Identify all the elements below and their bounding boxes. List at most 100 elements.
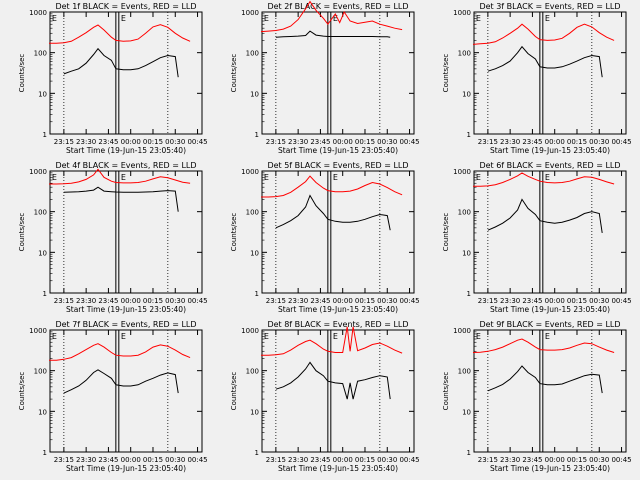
series-events-black (63, 47, 179, 78)
series-lld-red (472, 23, 615, 45)
y-tick-label: 100 (246, 50, 259, 58)
x-tick-label: 00:00 (121, 297, 141, 305)
plot-frame (49, 11, 203, 135)
series-events-black (275, 194, 391, 231)
y-axis-label: Counts/sec (18, 372, 26, 411)
series-lld-red (49, 343, 191, 361)
x-tick-label: 00:45 (399, 456, 419, 464)
x-tick-label: 00:00 (333, 138, 353, 146)
interval-box (539, 329, 544, 453)
x-tick-label: 00:30 (589, 456, 609, 464)
marker-label: E (333, 173, 338, 182)
x-axis-label: Start Time (19-Jun-15 23:05:40) (278, 464, 398, 473)
y-tick-label: 1000 (29, 327, 47, 335)
series-events-black (63, 186, 179, 212)
series-events-black (487, 45, 603, 78)
panel-title: Det 9f BLACK = Events, RED = LLD (479, 320, 620, 329)
series-lld-red (260, 0, 403, 33)
x-axis-label: Start Time (19-Jun-15 23:05:40) (490, 305, 610, 314)
series-lld-red (261, 175, 403, 198)
x-tick-label: 00:15 (567, 138, 587, 146)
series-events-black (275, 361, 391, 400)
x-axis-label: Start Time (19-Jun-15 23:05:40) (278, 305, 398, 314)
x-tick-label: 00:15 (567, 456, 587, 464)
x-tick-label: 00:00 (121, 456, 141, 464)
x-tick-label: 00:30 (377, 297, 397, 305)
x-tick-label: 00:15 (355, 456, 375, 464)
x-tick-label: 00:00 (545, 456, 565, 464)
series-lld-red (261, 326, 403, 356)
y-tick-label: 1000 (453, 168, 471, 176)
x-tick-label: 23:30 (76, 297, 96, 305)
plot-frame (473, 170, 627, 294)
x-tick-label: 00:30 (165, 138, 185, 146)
x-tick-label: 00:45 (399, 297, 419, 305)
y-axis-label: Counts/sec (230, 54, 238, 93)
series-events-black (487, 365, 603, 394)
x-tick-label: 23:30 (288, 456, 308, 464)
y-tick-label: 1 (255, 131, 259, 139)
y-axis-label: Counts/sec (442, 213, 450, 252)
x-axis-label: Start Time (19-Jun-15 23:05:40) (490, 464, 610, 473)
panel-det-2: Det 2f BLACK = Events, RED = LLD 1 10 100 10… (230, 0, 420, 155)
interval-box (115, 170, 120, 294)
y-tick-label: 10 (250, 90, 259, 98)
y-tick-label: 100 (34, 209, 47, 217)
panel-title: Det 3f BLACK = Events, RED = LLD (479, 2, 620, 11)
x-tick-label: 23:45 (98, 138, 118, 146)
interval-box (539, 11, 544, 135)
series-lld-red (49, 168, 191, 185)
y-tick-label: 1 (467, 131, 471, 139)
y-axis-label: Counts/sec (18, 213, 26, 252)
panel-title: Det 8f BLACK = Events, RED = LLD (267, 320, 408, 329)
marker-label: E (52, 173, 57, 182)
x-tick-label: 23:30 (500, 456, 520, 464)
y-tick-label: 10 (38, 90, 47, 98)
interval-box (115, 11, 120, 135)
x-tick-label: 00:00 (333, 297, 353, 305)
y-axis-label: Counts/sec (442, 372, 450, 411)
x-axis-label: Start Time (19-Jun-15 23:05:40) (66, 305, 186, 314)
y-axis-label: Counts/sec (230, 372, 238, 411)
series-lld-red (472, 338, 615, 353)
marker-label: E (264, 332, 269, 341)
panel-det-9: Det 9f BLACK = Events, RED = LLD 1 10 100 10… (442, 320, 632, 473)
interval-box (327, 11, 332, 135)
y-tick-label: 100 (458, 50, 471, 58)
x-tick-label: 00:30 (589, 138, 609, 146)
x-axis-label: Start Time (19-Jun-15 23:05:40) (278, 146, 398, 155)
panel-det-1: Det 1f BLACK = Events, RED = LLD 1 10 100 10… (18, 2, 208, 155)
marker-label: E (333, 14, 338, 23)
y-tick-label: 10 (250, 249, 259, 257)
y-tick-label: 1 (255, 449, 259, 457)
plot-frame (49, 170, 203, 294)
y-tick-label: 100 (34, 50, 47, 58)
x-tick-label: 00:00 (545, 297, 565, 305)
marker-label: E (52, 332, 57, 341)
panel-title: Det 7f BLACK = Events, RED = LLD (55, 320, 196, 329)
x-tick-label: 00:00 (121, 138, 141, 146)
x-tick-label: 00:00 (333, 456, 353, 464)
panel-det-8: Det 8f BLACK = Events, RED = LLD 1 10 100 10… (230, 320, 420, 473)
x-tick-label: 00:15 (567, 297, 587, 305)
x-tick-label: 00:45 (611, 138, 631, 146)
x-tick-label: 23:45 (310, 138, 330, 146)
y-tick-label: 1000 (241, 168, 259, 176)
x-tick-label: 23:15 (266, 138, 286, 146)
interval-box (327, 329, 332, 453)
y-axis-label: Counts/sec (442, 54, 450, 93)
y-tick-label: 10 (462, 90, 471, 98)
x-tick-label: 23:30 (76, 138, 96, 146)
x-tick-label: 23:45 (522, 297, 542, 305)
x-tick-label: 23:15 (54, 456, 74, 464)
marker-label: E (52, 14, 57, 23)
panel-title: Det 1f BLACK = Events, RED = LLD (55, 2, 196, 11)
y-tick-label: 100 (458, 368, 471, 376)
x-tick-label: 23:45 (522, 138, 542, 146)
plot-frame (261, 170, 415, 294)
y-tick-label: 1 (43, 131, 47, 139)
x-tick-label: 23:15 (478, 297, 498, 305)
x-tick-label: 23:30 (500, 297, 520, 305)
marker-label: E (545, 332, 550, 341)
